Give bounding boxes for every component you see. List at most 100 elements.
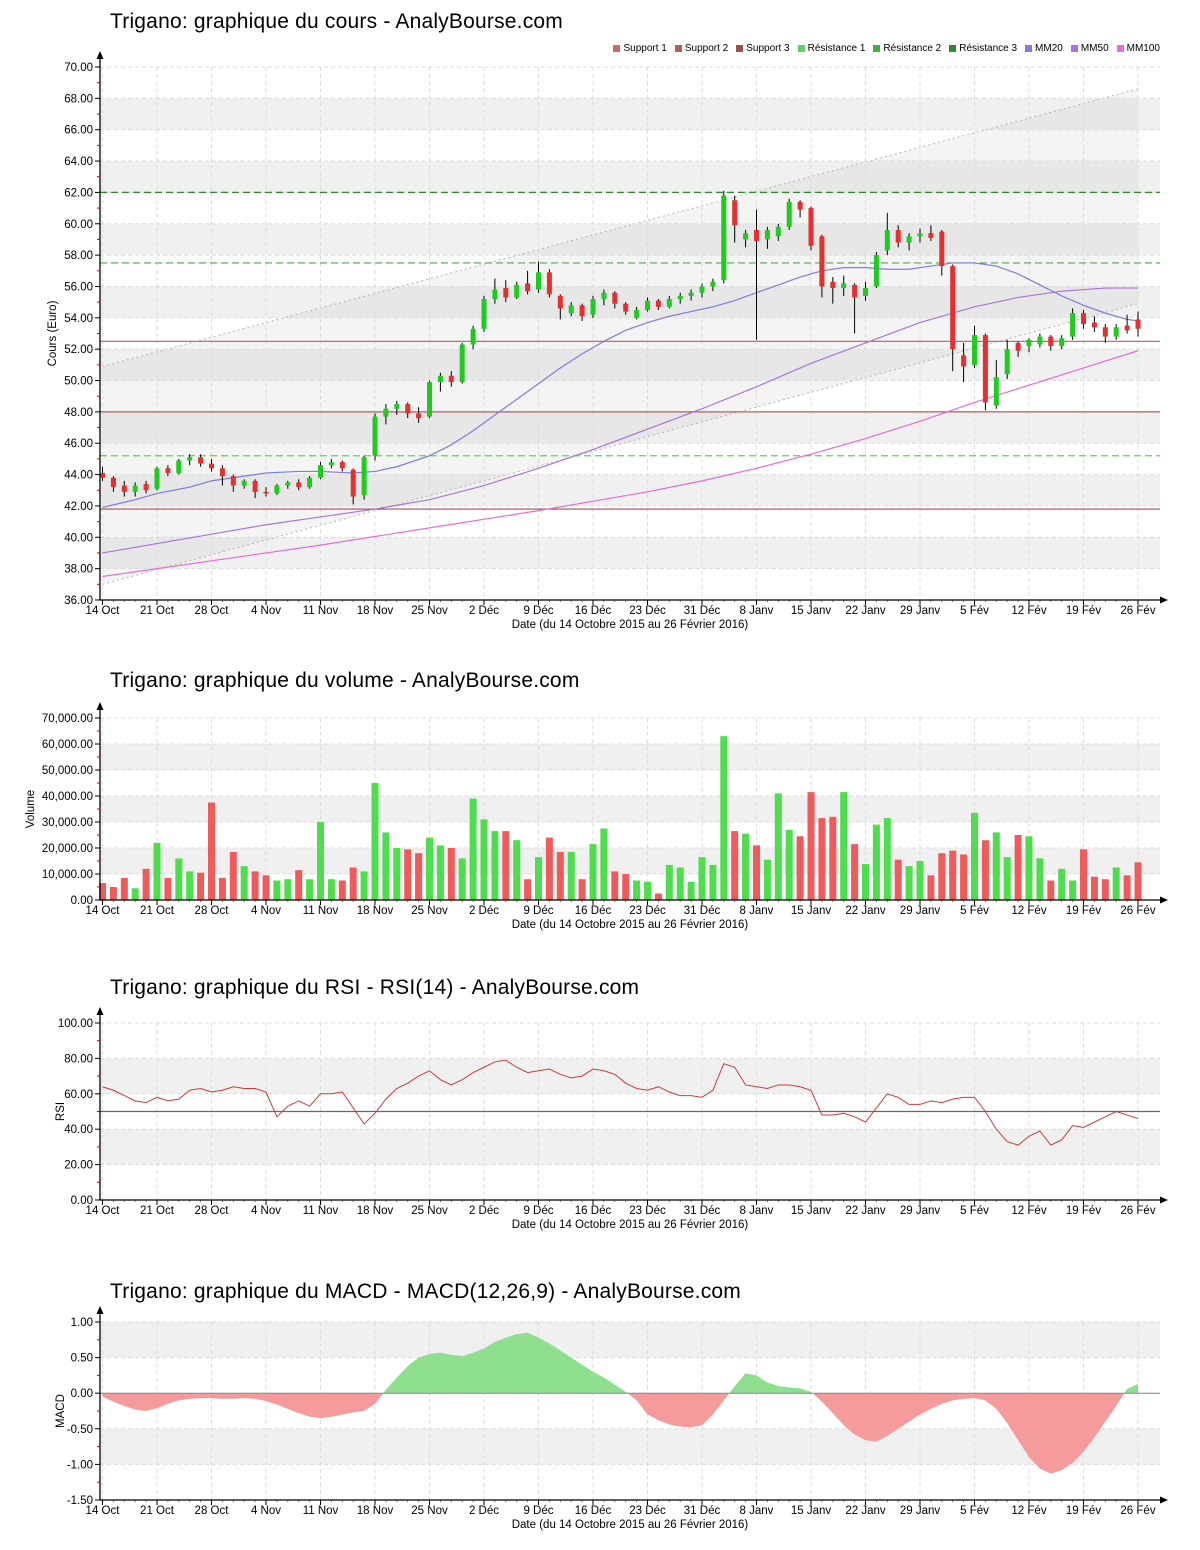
candle-up [1026, 339, 1032, 347]
x-axis-arrow-icon [1160, 596, 1168, 604]
volume-bar [709, 864, 717, 900]
x-tick-label: 23 Déc [629, 1505, 666, 1517]
candle-up [884, 230, 890, 251]
x-tick-label: 29 Janv [900, 605, 941, 617]
candle-down [339, 462, 345, 469]
x-tick-label: 16 Déc [575, 605, 612, 617]
candle-down [1124, 325, 1130, 331]
x-tick-label: 4 Nov [251, 905, 281, 917]
candle-down [416, 413, 422, 419]
legend-item-support-2: Support 2 [674, 43, 728, 54]
y-tick-label: 1.00 [71, 1317, 93, 1329]
rsi-line [102, 1059, 1139, 1146]
volume-bar [992, 832, 1000, 900]
y-tick-label: 66.00 [64, 125, 93, 137]
mm100-line [102, 350, 1139, 578]
volume-bar [513, 840, 521, 900]
candle-up [274, 485, 280, 494]
candle-down [525, 283, 531, 292]
x-tick-label: 19 Fév [1066, 905, 1101, 917]
volume-bar [295, 870, 303, 900]
y-tick-label: 30,000.00 [42, 817, 93, 829]
y-tick-label: 70,000.00 [42, 713, 93, 725]
price-chart-legend: Support 1 Support 2 Support 3 Résistance 1 R… [613, 43, 1160, 54]
x-tick-label: 4 Nov [251, 1205, 281, 1217]
x-tick-label: 28 Oct [195, 605, 230, 617]
volume-bar [698, 857, 706, 900]
volume-bar [327, 879, 335, 900]
legend-item-résistance-1: Résistance 1 [797, 43, 865, 54]
x-tick-label: 19 Fév [1066, 1205, 1101, 1217]
y-tick-label: 20.00 [64, 1160, 93, 1172]
candle-up [187, 457, 193, 461]
candle-up [721, 195, 727, 281]
volume-bar [851, 844, 859, 900]
x-tick-label: 29 Janv [900, 1205, 941, 1217]
candle-up [666, 299, 672, 307]
x-tick-label: 5 Fév [960, 1505, 989, 1517]
volume-bar [349, 867, 357, 900]
volume-bar [1069, 880, 1077, 900]
volume-bar [938, 853, 946, 900]
candle-down [928, 233, 934, 238]
x-tick-label: 26 Fév [1120, 905, 1155, 917]
volume-bar [665, 864, 673, 900]
x-tick-label: 25 Nov [411, 1505, 448, 1517]
candle-down [296, 482, 302, 488]
volume-bar [894, 859, 902, 900]
x-tick-label: 9 Déc [523, 605, 553, 617]
candle-down [100, 473, 105, 478]
candle-up [459, 344, 465, 383]
volume-bar [1080, 849, 1087, 900]
x-tick-label: 25 Nov [411, 605, 448, 617]
x-tick-label: 21 Oct [140, 1205, 175, 1217]
x-tick-label: 12 Fév [1011, 605, 1046, 617]
legend-item-résistance-3: Résistance 3 [949, 43, 1017, 54]
legend-label: MM20 [1035, 43, 1063, 54]
candle-up [383, 408, 389, 417]
x-tick-label: 23 Déc [629, 605, 666, 617]
legend-swatch-icon [1025, 45, 1033, 52]
x-tick-label: 2 Déc [469, 905, 499, 917]
volume-bar [415, 853, 423, 900]
candle-down [1091, 322, 1097, 328]
volume-bar [175, 858, 183, 900]
y-tick-label: 0.00 [71, 895, 93, 907]
volume-bar [981, 840, 989, 900]
x-tick-label: 23 Déc [629, 905, 666, 917]
y-tick-label: 62.00 [64, 187, 93, 199]
x-tick-label: 19 Fév [1066, 1505, 1101, 1517]
volume-bar [197, 872, 205, 900]
x-tick-label: 18 Nov [357, 1505, 394, 1517]
volume-bar [1123, 875, 1131, 900]
x-axis-caption: Date (du 14 Octobre 2015 au 26 Février 2… [512, 1219, 749, 1231]
volume-bar [317, 822, 324, 900]
volume-bar [883, 818, 891, 900]
candle-up [677, 295, 683, 300]
volume-bar [1090, 876, 1098, 900]
mm50-line [102, 287, 1138, 554]
volume-bar [109, 887, 117, 900]
volume-bar [208, 802, 215, 900]
ticks [95, 1321, 1139, 1505]
volume-bar [763, 859, 771, 900]
candle-up [470, 328, 476, 345]
x-tick-label: 14 Oct [86, 605, 121, 617]
candle-down [939, 231, 945, 267]
volume-bar [99, 883, 106, 900]
x-axis-arrow-icon [1160, 896, 1168, 904]
volume-bar [186, 871, 194, 900]
legend-swatch-icon [613, 45, 621, 52]
y-tick-label: 52.00 [64, 344, 93, 356]
candle-up [710, 281, 716, 287]
volume-bar [306, 879, 314, 900]
x-tick-label: 8 Janv [740, 1505, 774, 1517]
candle-up [307, 477, 313, 488]
macd-background-bands [100, 1322, 1160, 1465]
candle-up [536, 272, 541, 290]
volume-bar [829, 816, 837, 900]
volume-bar [774, 793, 782, 900]
candle-up [841, 283, 847, 289]
ticks [95, 1022, 1139, 1205]
legend-item-mm100: MM100 [1116, 43, 1160, 54]
